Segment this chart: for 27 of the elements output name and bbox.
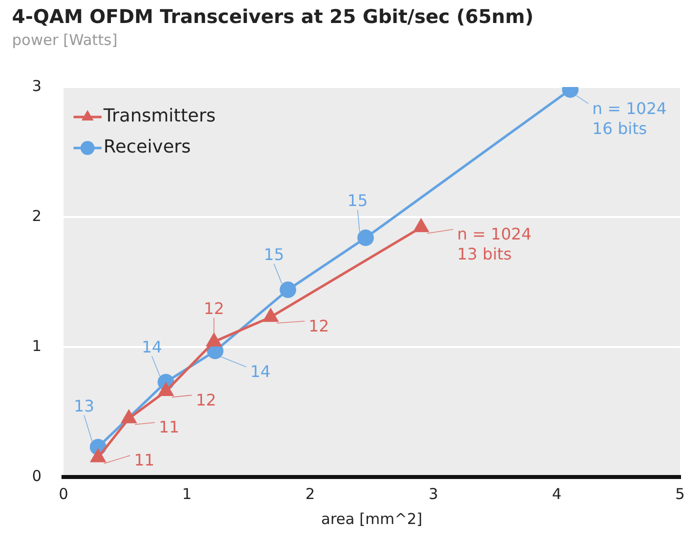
x-axis-title: area [mm^2] [321,510,422,528]
y-tick-label: 1 [32,336,42,355]
annotation: 11 [158,418,180,437]
x-tick-label: 1 [182,484,192,503]
x-tick-label: 2 [305,484,315,503]
y-axis-title: power [Watts] [12,31,118,49]
legend-label: Transmitters [102,106,216,127]
chart-title: 4-QAM OFDM Transceivers at 25 Gbit/sec (65nm) [12,6,534,28]
x-tick-label: 5 [675,484,685,503]
annotation: 12 [204,298,224,318]
y-tick-label: 0 [32,466,42,485]
annotation: n = 1024 13 bits [457,224,532,264]
annotation: 15 [347,190,368,210]
x-tick-label: 3 [428,484,438,503]
annotation: n = 1024 16 bits [592,98,667,138]
annotation: 12 [308,316,330,336]
legend-label: Receivers [104,136,191,158]
annotation: 12 [196,390,216,410]
x-tick-label: 0 [58,484,68,503]
annotation: 11 [134,450,154,470]
y-tick-label: 3 [32,76,42,95]
annotation: 13 [74,396,94,416]
annotation: 14 [250,362,271,382]
y-tick-label: 2 [32,206,42,225]
x-tick-label: 4 [552,484,562,503]
annotation: 15 [264,244,284,264]
annotation: 14 [142,337,162,356]
